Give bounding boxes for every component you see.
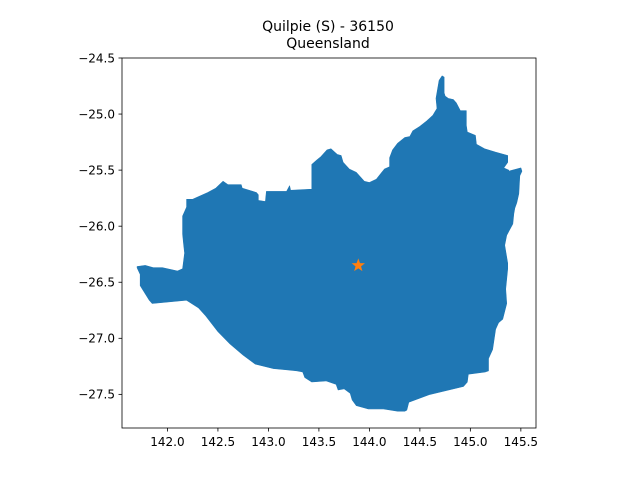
y-tick-label: −27.5: [78, 388, 115, 402]
y-tick-label: −27.0: [78, 332, 115, 346]
x-tick-label: 145.0: [453, 435, 487, 449]
map-title: Quilpie (S) - 36150: [262, 19, 394, 35]
x-tick-label: 144.0: [352, 435, 386, 449]
region-polygon: [136, 75, 523, 412]
y-tick-label: −25.5: [78, 163, 115, 177]
marker-layer: [351, 258, 365, 272]
x-tick-label: 143.5: [302, 435, 336, 449]
y-tick-label: −26.5: [78, 276, 115, 290]
location-star-marker: [351, 258, 365, 272]
x-tick-label: 145.5: [504, 435, 538, 449]
x-tick-label: 142.5: [201, 435, 235, 449]
y-tick-label: −25.0: [78, 107, 115, 121]
y-tick-label: −24.5: [78, 51, 115, 65]
x-tick-label: 143.0: [251, 435, 285, 449]
x-tick-label: 142.0: [150, 435, 184, 449]
region-layer: [136, 75, 523, 412]
x-tick-label: 144.5: [403, 435, 437, 449]
y-axis: −24.5 −25.0 −25.5 −26.0 −26.5 −27.0 −27.5: [78, 51, 122, 402]
axes-frame: [121, 57, 537, 429]
x-axis: 142.0 142.5 143.0 143.5 144.0 144.5 145.0 145.5: [150, 428, 538, 449]
map-subtitle: Queensland: [286, 36, 370, 52]
y-tick-label: −26.0: [78, 219, 115, 233]
